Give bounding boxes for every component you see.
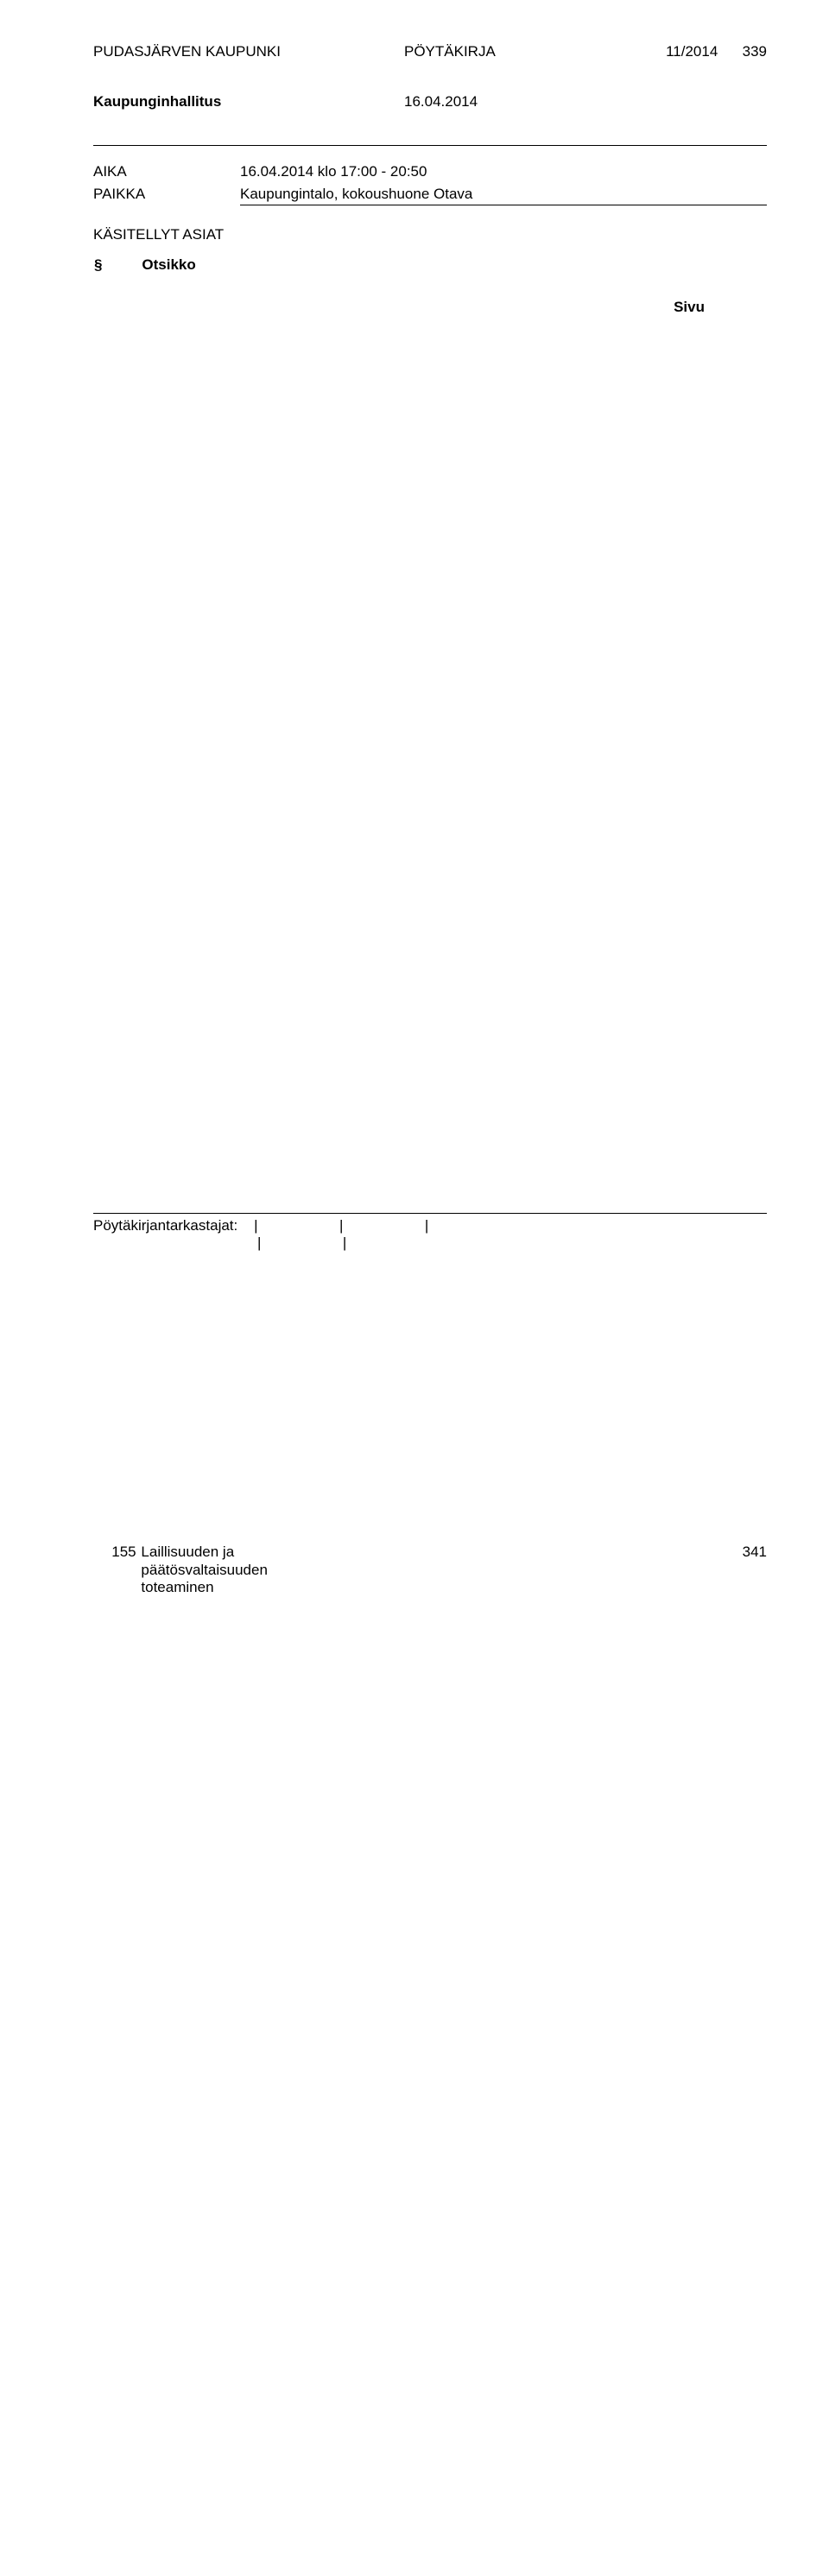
tarkastajat-bars: | | | (242, 1217, 428, 1234)
asiat-title: KÄSITELLYT ASIAT (93, 226, 767, 243)
row-section (93, 1544, 111, 2576)
aika-row: AIKA 16.04.2014 klo 17:00 - 20:50 (93, 163, 767, 180)
meeting-date: 16.04.2014 (404, 93, 767, 110)
row-title: Laillisuuden ja päätösvaltaisuuden totea… (141, 1544, 342, 2576)
col-section: § (93, 256, 111, 1544)
page-no: 339 (743, 43, 767, 60)
col-title: Otsikko (141, 256, 342, 1544)
aika-label: AIKA (93, 163, 240, 180)
tarkastajat-label: Pöytäkirjantarkastajat: (93, 1217, 237, 1234)
org-name: PUDASJÄRVEN KAUPUNKI (93, 43, 404, 60)
row-page: 341 (343, 1544, 767, 2576)
agenda-header-row: § Otsikko Sivu (93, 256, 767, 1544)
body-name: Kaupunginhallitus (93, 93, 404, 110)
col-blank (111, 256, 141, 1544)
divider (93, 145, 767, 146)
paikka-row: PAIKKA Kaupungintalo, kokoushuone Otava (93, 186, 767, 203)
doc-type: PÖYTÄKIRJA (404, 43, 629, 60)
divider (93, 1213, 767, 1214)
tarkastajat-block: Pöytäkirjantarkastajat: | | | | | (93, 1213, 767, 1252)
doc-no: 11/2014 (666, 43, 718, 60)
table-row: 155Laillisuuden ja päätösvaltaisuuden to… (93, 1544, 767, 2576)
aika-value: 16.04.2014 klo 17:00 - 20:50 (240, 163, 767, 180)
subheader: Kaupunginhallitus 16.04.2014 (93, 93, 767, 110)
page-header: PUDASJÄRVEN KAUPUNKI PÖYTÄKIRJA 11/2014 … (93, 43, 767, 60)
tarkastajat-bars-2: | | (257, 1234, 346, 1251)
col-page: Sivu (343, 256, 767, 1544)
row-number: 155 (111, 1544, 141, 2576)
agenda-table: § Otsikko Sivu 155Laillisuuden ja päätös… (93, 256, 767, 2576)
paikka-label: PAIKKA (93, 186, 240, 203)
doc-number-page: 11/2014 339 (629, 43, 767, 60)
paikka-value: Kaupungintalo, kokoushuone Otava (240, 186, 767, 203)
page: PUDASJÄRVEN KAUPUNKI PÖYTÄKIRJA 11/2014 … (0, 0, 829, 1288)
